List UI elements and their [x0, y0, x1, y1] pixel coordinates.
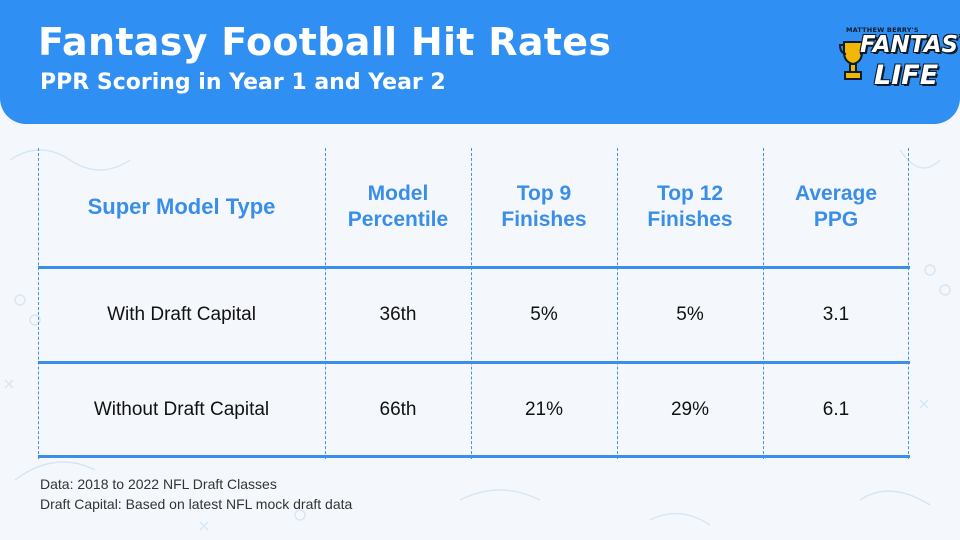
column-header-top-12: Top 12 Finishes [647, 182, 733, 231]
fantasy-life-logo: MATTHEW BERRY'S FANTASY LIFE [838, 26, 960, 98]
column-header-average-ppg: Average PPG [794, 182, 878, 231]
header-banner: Fantasy Football Hit Rates PPR Scoring i… [0, 0, 960, 124]
page-subtitle: PPR Scoring in Year 1 and Year 2 [40, 70, 446, 95]
table-cell-row2-ppg: 6.1 [822, 398, 850, 420]
trophy-icon [838, 41, 868, 80]
table-cell-row1-top12: 5% [676, 304, 704, 325]
column-header-top-9: Top 9 Finishes [501, 182, 587, 231]
column-divider [471, 148, 472, 459]
column-divider [325, 148, 326, 459]
table-cell-row2-percentile: 66th [379, 398, 417, 420]
table-cell-row2-top9: 21% [524, 398, 564, 420]
page-title: Fantasy Football Hit Rates [38, 20, 612, 64]
footnote-draft-capital: Draft Capital: Based on latest NFL mock … [40, 496, 353, 512]
logo-word-fantasy: FANTASY [860, 32, 960, 58]
header-divider [38, 266, 910, 269]
table-cell-row1-top9: 5% [530, 304, 558, 325]
logo-top-line: MATTHEW BERRY'S [846, 26, 919, 34]
table-cell-row2-type: Without Draft Capital [93, 398, 270, 420]
table-cell-row1-ppg: 3.1 [822, 304, 850, 325]
column-divider [38, 148, 39, 459]
table-cell-row1-type: With Draft Capital [107, 304, 256, 325]
logo-word-life: LIFE [874, 60, 939, 91]
footnote-data-source: Data: 2018 to 2022 NFL Draft Classes [40, 476, 277, 492]
table-bottom-border [38, 455, 910, 458]
table-cell-row2-top12: 29% [670, 398, 710, 420]
row-divider [38, 361, 910, 364]
column-divider [617, 148, 618, 459]
column-header-model-percentile: Model Percentile [347, 182, 449, 231]
hit-rates-table: Super Model Type Model Percentile Top 9 … [38, 148, 910, 459]
column-divider [908, 148, 909, 459]
column-header-model-type: Super Model Type [87, 194, 276, 219]
column-divider [763, 148, 764, 459]
table-cell-row1-percentile: 36th [379, 304, 417, 325]
